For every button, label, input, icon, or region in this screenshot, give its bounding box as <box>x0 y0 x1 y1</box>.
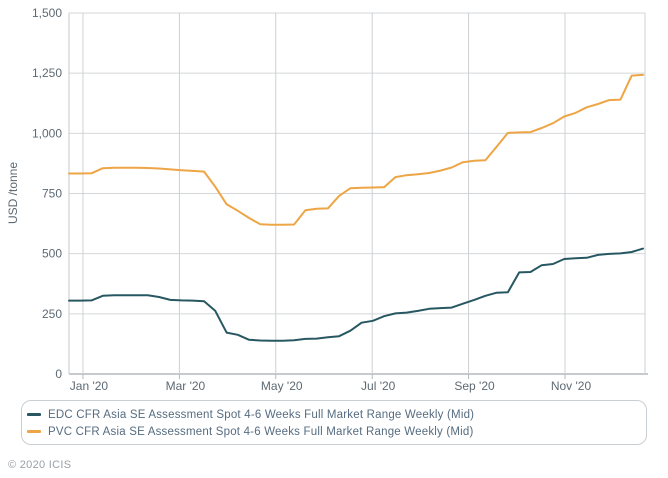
x-tick-label: Jul '20 <box>361 379 396 393</box>
x-tick-label: Nov '20 <box>551 379 592 393</box>
legend-item-pvc: PVC CFR Asia SE Assessment Spot 4-6 Week… <box>27 423 646 440</box>
copyright-notice: © 2020 ICIS <box>8 459 72 471</box>
y-tick-label: 1,000 <box>32 126 62 140</box>
y-tick-label: 750 <box>42 187 62 201</box>
edc-line-swatch <box>27 413 41 416</box>
y-tick-label: 1,500 <box>32 6 62 20</box>
y-tick-label: 1,250 <box>32 66 62 80</box>
legend-label-edc: EDC CFR Asia SE Assessment Spot 4-6 Week… <box>48 408 475 421</box>
y-tick-label: 0 <box>55 367 62 381</box>
edc-series-line <box>68 247 644 342</box>
chart-plot-area: 0 250 500 750 1,000 1,250 1,500 Jan '20 Mar '20 M… <box>6 6 648 393</box>
series-lines <box>68 73 644 342</box>
pvc-line-swatch <box>27 430 41 433</box>
x-tick-label: Mar '20 <box>166 379 206 393</box>
x-tick-label: Jan '20 <box>70 379 109 393</box>
legend-label-pvc: PVC CFR Asia SE Assessment Spot 4-6 Week… <box>48 425 474 438</box>
gridlines <box>68 12 648 379</box>
y-axis-title: USD /tonne <box>6 162 20 224</box>
legend: EDC CFR Asia SE Assessment Spot 4-6 Week… <box>21 400 647 445</box>
x-tick-label: May '20 <box>261 379 303 393</box>
pvc-series-line <box>68 73 644 226</box>
x-tick-label: Sep '20 <box>454 379 495 393</box>
y-tick-label: 250 <box>42 307 62 321</box>
legend-item-edc: EDC CFR Asia SE Assessment Spot 4-6 Week… <box>27 406 646 423</box>
axis-tick-labels: 0 250 500 750 1,000 1,250 1,500 Jan '20 Mar '20 M… <box>32 6 592 393</box>
y-tick-label: 500 <box>42 247 62 261</box>
